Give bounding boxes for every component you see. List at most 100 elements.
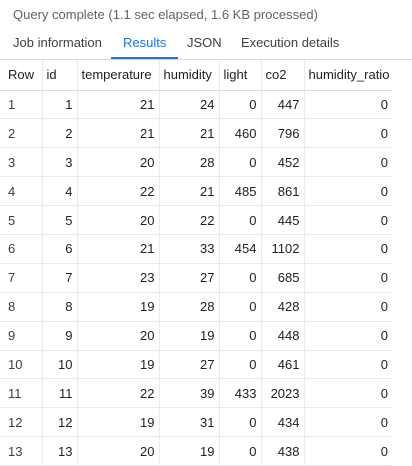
- cell-row-number: 6: [0, 234, 43, 264]
- cell-id: 8: [42, 292, 78, 322]
- cell-light: 0: [219, 407, 262, 438]
- cell-temperature: 20: [77, 147, 160, 178]
- cell-humidity-ratio: 0: [304, 176, 392, 207]
- cell-humidity-ratio: 0: [304, 292, 392, 322]
- cell-co2: 461: [261, 350, 305, 380]
- cell-co2: 445: [261, 205, 305, 235]
- cell-co2: 438: [261, 436, 305, 466]
- results-table: Row id temperature humidity light co2 hu…: [0, 60, 392, 466]
- cell-humidity: 31: [159, 407, 220, 438]
- cell-id: 10: [42, 350, 78, 380]
- table-row[interactable]: 11 11 22 39 433 2023 0: [0, 378, 392, 409]
- cell-id: 3: [42, 147, 78, 178]
- cell-id: 2: [42, 118, 78, 149]
- cell-temperature: 19: [77, 407, 160, 438]
- cell-row-number: 13: [0, 436, 43, 466]
- cell-id: 6: [42, 234, 78, 264]
- cell-humidity-ratio: 0: [304, 436, 392, 466]
- cell-id: 7: [42, 263, 78, 293]
- cell-co2: 861: [261, 176, 305, 207]
- cell-humidity: 28: [159, 292, 220, 322]
- tab-job-information[interactable]: Job information: [13, 35, 102, 50]
- cell-id: 1: [42, 90, 78, 120]
- column-header-id: id: [42, 60, 78, 91]
- cell-temperature: 19: [77, 292, 160, 322]
- cell-row-number: 7: [0, 263, 43, 293]
- cell-humidity: 19: [159, 321, 220, 351]
- cell-id: 11: [42, 378, 78, 409]
- table-row[interactable]: 10 10 19 27 0 461 0: [0, 350, 392, 380]
- cell-co2: 1102: [261, 234, 305, 264]
- cell-temperature: 20: [77, 436, 160, 466]
- column-header-row: Row: [0, 60, 43, 91]
- cell-light: 0: [219, 292, 262, 322]
- cell-id: 12: [42, 407, 78, 438]
- cell-light: 460: [219, 118, 262, 149]
- table-row[interactable]: 7 7 23 27 0 685 0: [0, 263, 392, 293]
- cell-row-number: 3: [0, 147, 43, 178]
- tab-execution-details[interactable]: Execution details: [241, 35, 340, 50]
- cell-id: 5: [42, 205, 78, 235]
- cell-humidity-ratio: 0: [304, 90, 392, 120]
- cell-humidity: 21: [159, 176, 220, 207]
- table-row[interactable]: 9 9 20 19 0 448 0: [0, 321, 392, 351]
- cell-co2: 447: [261, 90, 305, 120]
- cell-co2: 452: [261, 147, 305, 178]
- cell-id: 9: [42, 321, 78, 351]
- table-scroll-edge: [396, 60, 412, 455]
- cell-light: 0: [219, 436, 262, 466]
- cell-temperature: 20: [77, 321, 160, 351]
- cell-temperature: 19: [77, 350, 160, 380]
- cell-light: 433: [219, 378, 262, 409]
- cell-light: 0: [219, 90, 262, 120]
- table-row[interactable]: 8 8 19 28 0 428 0: [0, 292, 392, 322]
- cell-co2: 434: [261, 407, 305, 438]
- table-row[interactable]: 4 4 22 21 485 861 0: [0, 176, 392, 207]
- cell-humidity-ratio: 0: [304, 147, 392, 178]
- table-body: 1 1 21 24 0 447 0 2 2 21 21 460 796 0 3 3 20 28 0 452 0 4 4 22 2…: [0, 90, 392, 466]
- cell-humidity-ratio: 0: [304, 205, 392, 235]
- cell-humidity: 39: [159, 378, 220, 409]
- cell-co2: 2023: [261, 378, 305, 409]
- cell-humidity: 24: [159, 90, 220, 120]
- cell-humidity: 33: [159, 234, 220, 264]
- query-status-text: Query complete (1.1 sec elapsed, 1.6 KB …: [13, 7, 318, 22]
- cell-temperature: 23: [77, 263, 160, 293]
- cell-temperature: 22: [77, 378, 160, 409]
- cell-row-number: 10: [0, 350, 43, 380]
- table-row[interactable]: 1 1 21 24 0 447 0: [0, 90, 392, 120]
- cell-id: 4: [42, 176, 78, 207]
- table-row[interactable]: 6 6 21 33 454 1102 0: [0, 234, 392, 264]
- cell-temperature: 21: [77, 118, 160, 149]
- cell-co2: 796: [261, 118, 305, 149]
- cell-light: 0: [219, 205, 262, 235]
- cell-row-number: 9: [0, 321, 43, 351]
- cell-humidity: 22: [159, 205, 220, 235]
- cell-light: 485: [219, 176, 262, 207]
- table-row[interactable]: 5 5 20 22 0 445 0: [0, 205, 392, 235]
- table-row[interactable]: 13 13 20 19 0 438 0: [0, 436, 392, 466]
- cell-light: 454: [219, 234, 262, 264]
- column-header-co2: co2: [261, 60, 305, 91]
- cell-row-number: 11: [0, 378, 43, 409]
- cell-humidity-ratio: 0: [304, 407, 392, 438]
- table-row[interactable]: 3 3 20 28 0 452 0: [0, 147, 392, 178]
- column-header-humidity: humidity: [159, 60, 220, 91]
- cell-light: 0: [219, 147, 262, 178]
- tab-json[interactable]: JSON: [187, 35, 222, 50]
- cell-humidity: 21: [159, 118, 220, 149]
- column-header-light: light: [219, 60, 262, 91]
- cell-row-number: 2: [0, 118, 43, 149]
- cell-humidity: 27: [159, 350, 220, 380]
- cell-humidity-ratio: 0: [304, 321, 392, 351]
- tab-results[interactable]: Results: [111, 28, 179, 59]
- cell-humidity: 27: [159, 263, 220, 293]
- cell-temperature: 21: [77, 234, 160, 264]
- cell-humidity-ratio: 0: [304, 234, 392, 264]
- table-row[interactable]: 12 12 19 31 0 434 0: [0, 407, 392, 438]
- cell-row-number: 8: [0, 292, 43, 322]
- table-row[interactable]: 2 2 21 21 460 796 0: [0, 118, 392, 149]
- cell-co2: 685: [261, 263, 305, 293]
- cell-humidity-ratio: 0: [304, 350, 392, 380]
- column-header-humidity-ratio: humidity_ratio: [304, 60, 392, 91]
